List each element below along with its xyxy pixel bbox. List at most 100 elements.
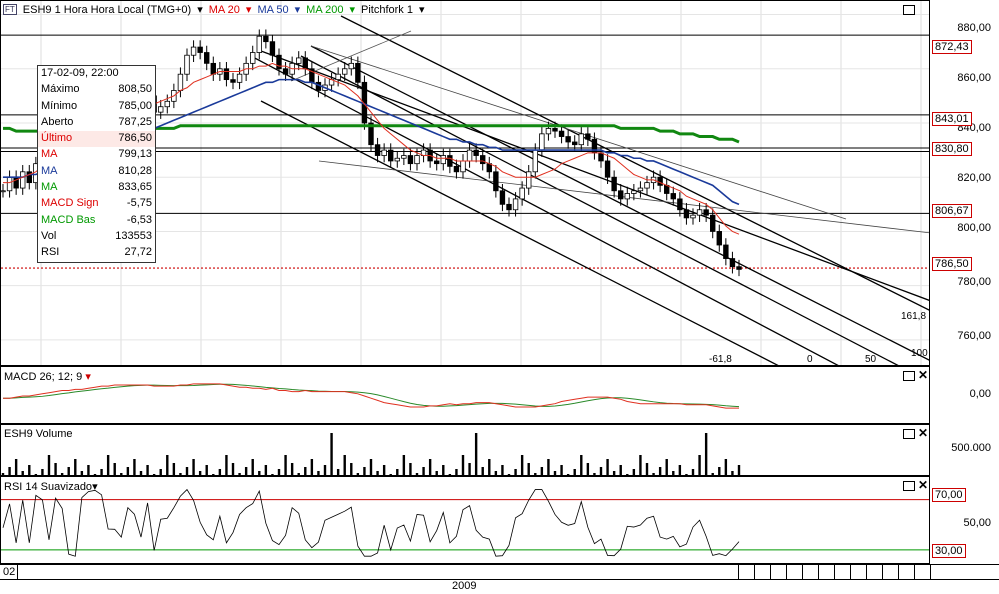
fibo-label-100: 100 xyxy=(911,348,928,359)
price-axis[interactable]: 880,00 860,00 840,00 820,00 800,00 780,0… xyxy=(930,0,999,366)
ma200-label[interactable]: MA 200 xyxy=(306,3,344,16)
volume-bar xyxy=(113,463,116,475)
candle-body xyxy=(565,136,571,143)
candle-body xyxy=(388,149,394,162)
candle-body xyxy=(670,193,676,200)
time-axis[interactable]: 02 2009 xyxy=(0,564,999,594)
candle-body xyxy=(545,128,552,135)
maximize-icon[interactable] xyxy=(903,429,915,439)
fibo-label-neg61: -61,8 xyxy=(709,354,732,365)
rsi-pane[interactable]: RSI 14 Suavizado▾ ✕ xyxy=(0,476,930,564)
volume-bar xyxy=(501,465,504,475)
candle-body xyxy=(637,187,644,192)
chevron-down-icon[interactable]: ▾ xyxy=(197,4,203,16)
data-window-value: 133553 xyxy=(115,229,152,242)
volume-bar xyxy=(698,455,701,475)
data-window-label: Último xyxy=(41,132,73,145)
candle-body xyxy=(466,149,473,162)
volume-bar xyxy=(304,467,307,475)
ma50-label[interactable]: MA 50 xyxy=(257,3,289,16)
year-label: 2009 xyxy=(452,580,477,592)
volume-pane[interactable]: ESH9 Volume ✕ xyxy=(0,424,930,476)
volume-bar xyxy=(60,473,64,475)
volume-bar xyxy=(422,467,425,475)
candle-body xyxy=(184,54,190,75)
macd-base-line xyxy=(3,383,739,409)
chevron-down-icon[interactable]: ▾ xyxy=(418,4,425,16)
data-window-label: Máximo xyxy=(41,83,80,96)
candle-body xyxy=(210,62,216,75)
volume-bar xyxy=(527,463,530,475)
rsi-axis: 70,00 50,00 30,00 xyxy=(930,476,999,564)
ma20-label[interactable]: MA 20 xyxy=(208,3,240,16)
macd-pane[interactable]: MACD 26; 12; 9 ▾ ✕ xyxy=(0,366,930,424)
symbol-label[interactable]: ESH9 1 Hora Hora Local (TMG+0) xyxy=(22,3,192,16)
maximize-icon[interactable] xyxy=(903,5,915,15)
volume-tick: 500.000 xyxy=(951,442,991,454)
chevron-down-icon[interactable]: ▾ xyxy=(294,4,301,16)
volume-bar xyxy=(225,455,228,475)
chevron-down-icon[interactable]: ▾ xyxy=(85,371,91,383)
candle-body xyxy=(532,149,538,173)
volume-bar xyxy=(737,465,741,475)
time-grid-cell xyxy=(882,565,883,579)
volume-title[interactable]: ESH9 Volume xyxy=(4,428,73,440)
volume-bar xyxy=(198,471,202,475)
maximize-icon[interactable] xyxy=(903,371,915,381)
data-window-value: 786,50 xyxy=(118,132,152,145)
chevron-down-icon[interactable]: ▾ xyxy=(349,4,356,16)
volume-bar xyxy=(468,463,471,475)
time-grid-cell xyxy=(802,565,803,579)
volume-bar xyxy=(120,473,123,475)
pitchfork-label[interactable]: Pitchfork 1 xyxy=(361,3,413,16)
volume-bar xyxy=(711,473,714,475)
candle-body xyxy=(723,244,729,259)
candle-body xyxy=(381,149,387,156)
volume-bar xyxy=(317,471,320,475)
volume-bar xyxy=(323,465,327,475)
volume-bar xyxy=(553,471,557,475)
candle-body xyxy=(263,35,269,43)
volume-bar xyxy=(54,463,57,475)
volume-bar xyxy=(205,465,208,475)
volume-bar xyxy=(731,471,734,475)
data-window-value: 808,50 xyxy=(118,83,152,96)
rsi-title[interactable]: RSI 14 Suavizado▾ xyxy=(4,481,98,493)
data-window-label: 17-02-09, 22:00 xyxy=(41,67,119,79)
candle-body xyxy=(236,73,243,83)
candle-body xyxy=(20,171,26,189)
data-window-value: 27,72 xyxy=(124,246,152,259)
data-window-label: MA xyxy=(41,148,58,161)
close-icon[interactable]: ✕ xyxy=(918,426,929,440)
volume-bar xyxy=(547,459,550,475)
fibo-label-0: 0 xyxy=(807,354,813,365)
pitchfork-line xyxy=(250,55,839,365)
candle-body xyxy=(683,209,690,219)
close-icon[interactable]: ✕ xyxy=(918,478,929,492)
macd-title[interactable]: MACD 26; 12; 9 ▾ xyxy=(4,371,91,383)
price-tick: 880,00 xyxy=(957,22,991,34)
volume-bar xyxy=(231,463,235,475)
data-window-row: MACD Sign -5,75 xyxy=(38,196,155,212)
volume-bar xyxy=(376,471,379,475)
volume-bar xyxy=(41,469,44,475)
volume-bar xyxy=(172,463,176,475)
time-grid-cell xyxy=(738,565,739,579)
candle-body xyxy=(558,130,565,137)
data-window-label: Mínimo xyxy=(41,99,78,112)
candle-body xyxy=(736,266,742,270)
chevron-down-icon[interactable]: ▾ xyxy=(92,481,98,493)
chevron-down-icon[interactable]: ▾ xyxy=(245,4,252,16)
volume-bar xyxy=(47,455,51,475)
price-tick: 760,00 xyxy=(957,330,991,342)
close-icon[interactable]: ✕ xyxy=(918,368,929,382)
symbol-icon[interactable]: FT xyxy=(3,4,17,15)
volume-bar xyxy=(34,474,38,475)
volume-bar xyxy=(264,465,268,475)
time-grid-cell xyxy=(850,565,851,579)
volume-bar xyxy=(218,469,222,475)
maximize-icon[interactable] xyxy=(903,481,915,491)
price-pane[interactable]: FT ESH9 1 Hora Hora Local (TMG+0) ▾ MA 20… xyxy=(0,0,930,366)
candle-body xyxy=(710,214,716,232)
volume-bar xyxy=(8,467,11,475)
